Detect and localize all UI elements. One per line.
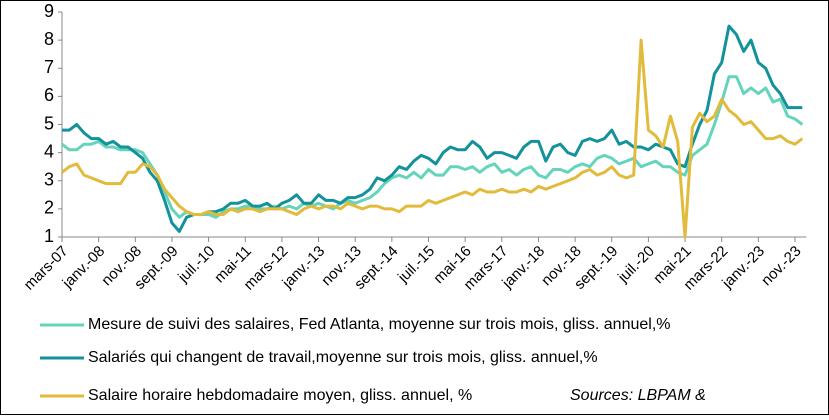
annotation: Sources: LBPAM & — [570, 387, 706, 404]
y-tick-label: 1 — [44, 226, 54, 246]
y-tick-label: 4 — [44, 141, 54, 161]
y-tick-label: 9 — [44, 1, 54, 21]
y-tick-label: 7 — [44, 57, 54, 77]
y-tick-label: 2 — [44, 198, 54, 218]
y-tick-label: 5 — [44, 113, 54, 133]
legend-label: Mesure de suivi des salaires, Fed Atlant… — [88, 316, 671, 333]
series-line — [61, 38, 804, 239]
y-tick-label: 6 — [44, 85, 54, 105]
legend-label: Salaire horaire hebdomadaire moyen, glis… — [88, 387, 472, 404]
y-tick-label: 8 — [44, 29, 54, 49]
legend-label: Salariés qui changent de travail,moyenne… — [88, 349, 598, 366]
y-tick-label: 3 — [44, 170, 54, 190]
